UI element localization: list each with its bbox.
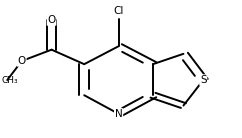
Text: O: O [47,15,56,25]
Text: CH₃: CH₃ [2,75,19,85]
Text: O: O [18,56,26,66]
Text: S: S [200,75,207,85]
Text: N: N [115,109,122,119]
Text: Cl: Cl [113,6,124,16]
